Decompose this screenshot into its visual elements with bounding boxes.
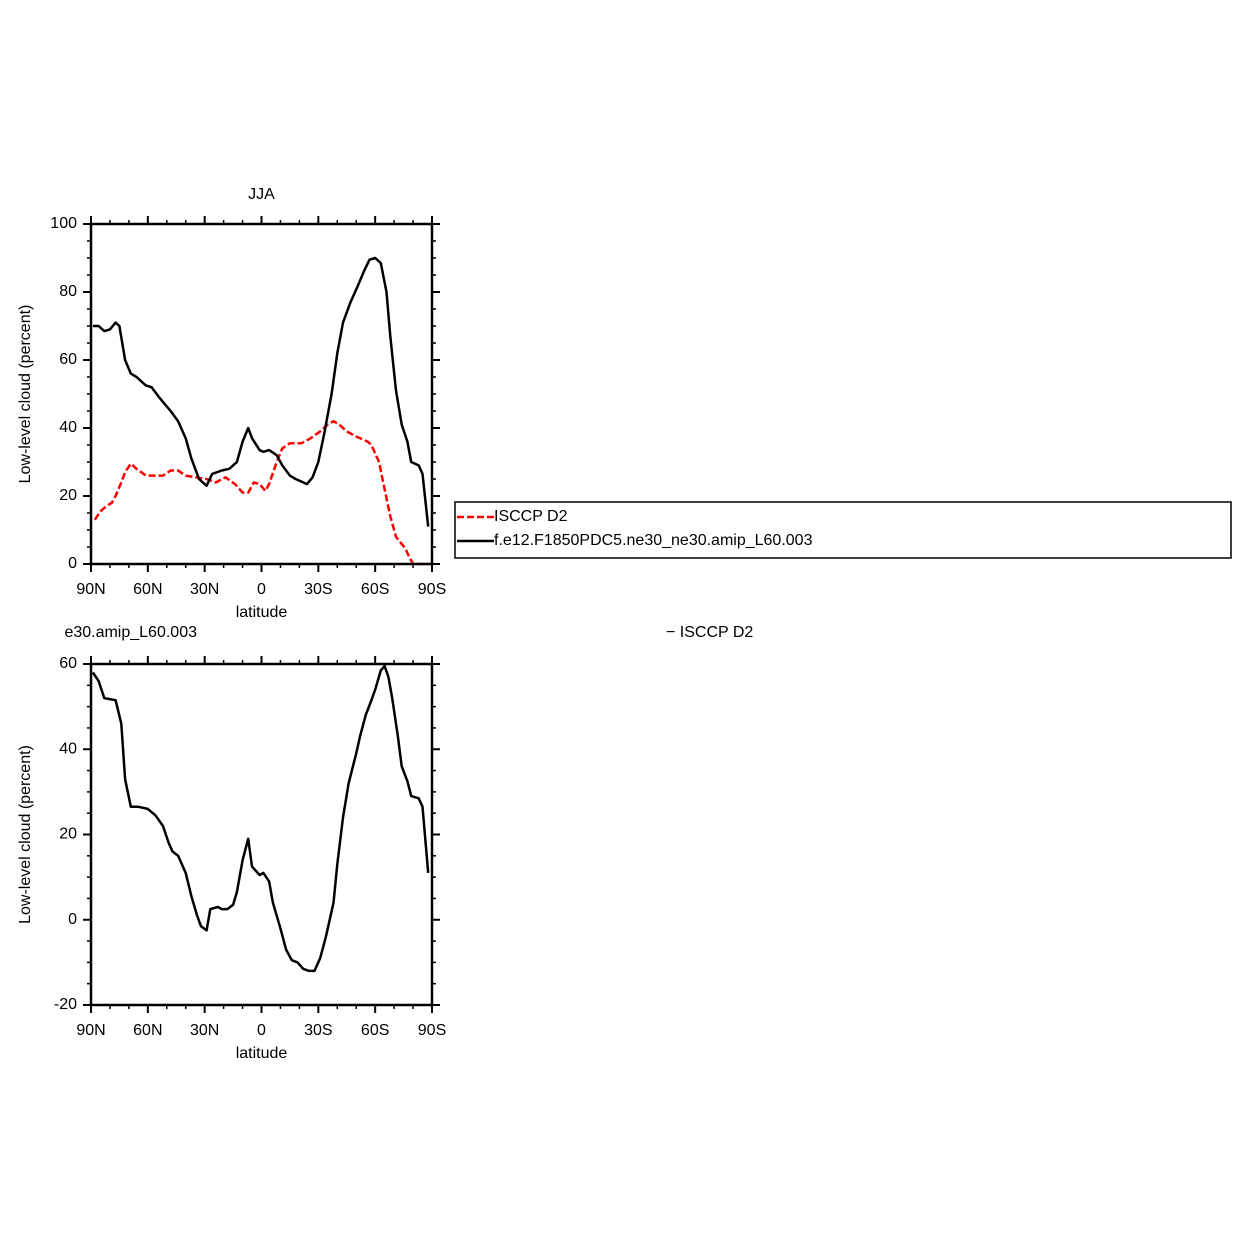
x-tick-label: 90N bbox=[76, 581, 105, 598]
x-tick-label: 30N bbox=[190, 1022, 219, 1039]
y-axis-label: Low-level cloud (percent) bbox=[17, 745, 34, 924]
x-tick-label: 60N bbox=[133, 1022, 162, 1039]
legend-label: f.e12.F1850PDC5.ne30_ne30.amip_L60.003 bbox=[494, 532, 813, 549]
y-tick-label: 20 bbox=[59, 487, 77, 504]
chart-title: − ISCCP D2 bbox=[666, 624, 753, 641]
y-tick-label: 60 bbox=[59, 655, 77, 672]
y-tick-label: 100 bbox=[50, 215, 77, 232]
x-axis-label: latitude bbox=[236, 1045, 288, 1062]
x-tick-label: 60S bbox=[361, 1022, 389, 1039]
x-tick-label: 30S bbox=[304, 1022, 332, 1039]
x-tick-label: 0 bbox=[257, 1022, 266, 1039]
legend-box bbox=[454, 501, 1232, 559]
y-axis-label: Low-level cloud (percent) bbox=[17, 305, 34, 484]
x-tick-label: 0 bbox=[257, 581, 266, 598]
x-tick-label: 90S bbox=[418, 1022, 446, 1039]
y-tick-label: 40 bbox=[59, 419, 77, 436]
data-line bbox=[92, 256, 430, 527]
y-tick-label: 20 bbox=[59, 826, 77, 843]
chart-title: e30.amip_L60.003 bbox=[64, 624, 197, 641]
y-tick-label: 60 bbox=[59, 351, 77, 368]
legend-label: ISCCP D2 bbox=[494, 508, 568, 525]
x-tick-label: 30N bbox=[190, 581, 219, 598]
y-tick-label: 80 bbox=[59, 283, 77, 300]
plot-frame bbox=[89, 222, 434, 566]
x-tick-label: 90S bbox=[418, 581, 446, 598]
x-axis-label: latitude bbox=[236, 604, 288, 621]
x-tick-label: 90N bbox=[76, 1022, 105, 1039]
data-line bbox=[93, 419, 431, 566]
chart-title: JJA bbox=[248, 186, 275, 203]
y-tick-label: 0 bbox=[68, 555, 77, 572]
y-tick-label: 40 bbox=[59, 740, 77, 757]
x-tick-label: 30S bbox=[304, 581, 332, 598]
data-line bbox=[91, 664, 430, 973]
y-tick-label: 0 bbox=[68, 911, 77, 928]
y-tick-label: -20 bbox=[54, 996, 77, 1013]
plot-frame bbox=[89, 662, 434, 1007]
x-tick-label: 60S bbox=[361, 581, 389, 598]
x-tick-label: 60N bbox=[133, 581, 162, 598]
